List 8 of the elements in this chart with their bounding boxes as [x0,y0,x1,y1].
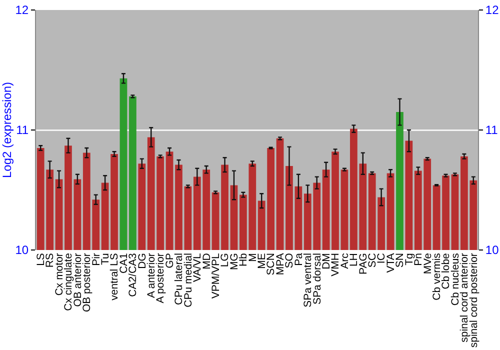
x-tick-label: CPu medial [182,253,194,308]
y2-tick-label: 11 [485,123,498,138]
y-tick-label: 10 [15,243,29,258]
y2-tick-label: 12 [485,3,500,18]
y-tick-label: 11 [16,123,29,138]
y-axis-title: Log2 (expression) [0,82,14,178]
y-tick-label: 12 [15,3,29,18]
y2-tick-label: 10 [485,243,500,258]
